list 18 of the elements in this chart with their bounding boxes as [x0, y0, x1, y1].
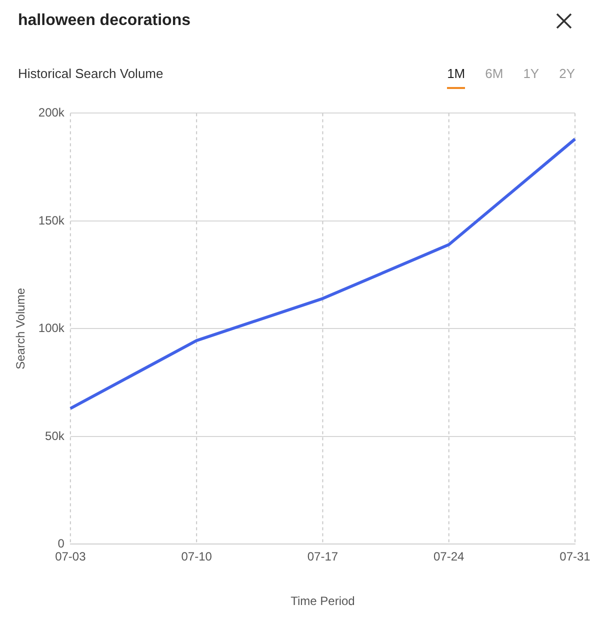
text: 1M — [447, 66, 466, 89]
chart-subtitle: Historical Search Volume — [18, 66, 164, 81]
y-tick-label: 0 — [58, 536, 65, 551]
x-tick-label: 07-10 — [181, 550, 212, 564]
x-tick-label: 07-24 — [434, 550, 465, 564]
x-tick-label: 07-31 — [560, 550, 591, 564]
x-axis-title: Time Period — [290, 594, 355, 608]
y-tick-label: 100k — [38, 321, 66, 336]
text: 2Y — [559, 66, 575, 83]
y-tick-label: 50k — [45, 428, 66, 443]
y-axis-title: Search Volume — [14, 288, 28, 370]
x-tick-label: 07-03 — [55, 550, 86, 564]
x-tick-label: 07-17 — [307, 550, 338, 564]
chart-title: halloween decorations — [18, 12, 190, 30]
y-tick-label: 150k — [38, 213, 66, 228]
text: 6M — [485, 66, 504, 83]
text: 1Y — [523, 66, 540, 83]
y-tick-label: 200k — [38, 106, 66, 120]
